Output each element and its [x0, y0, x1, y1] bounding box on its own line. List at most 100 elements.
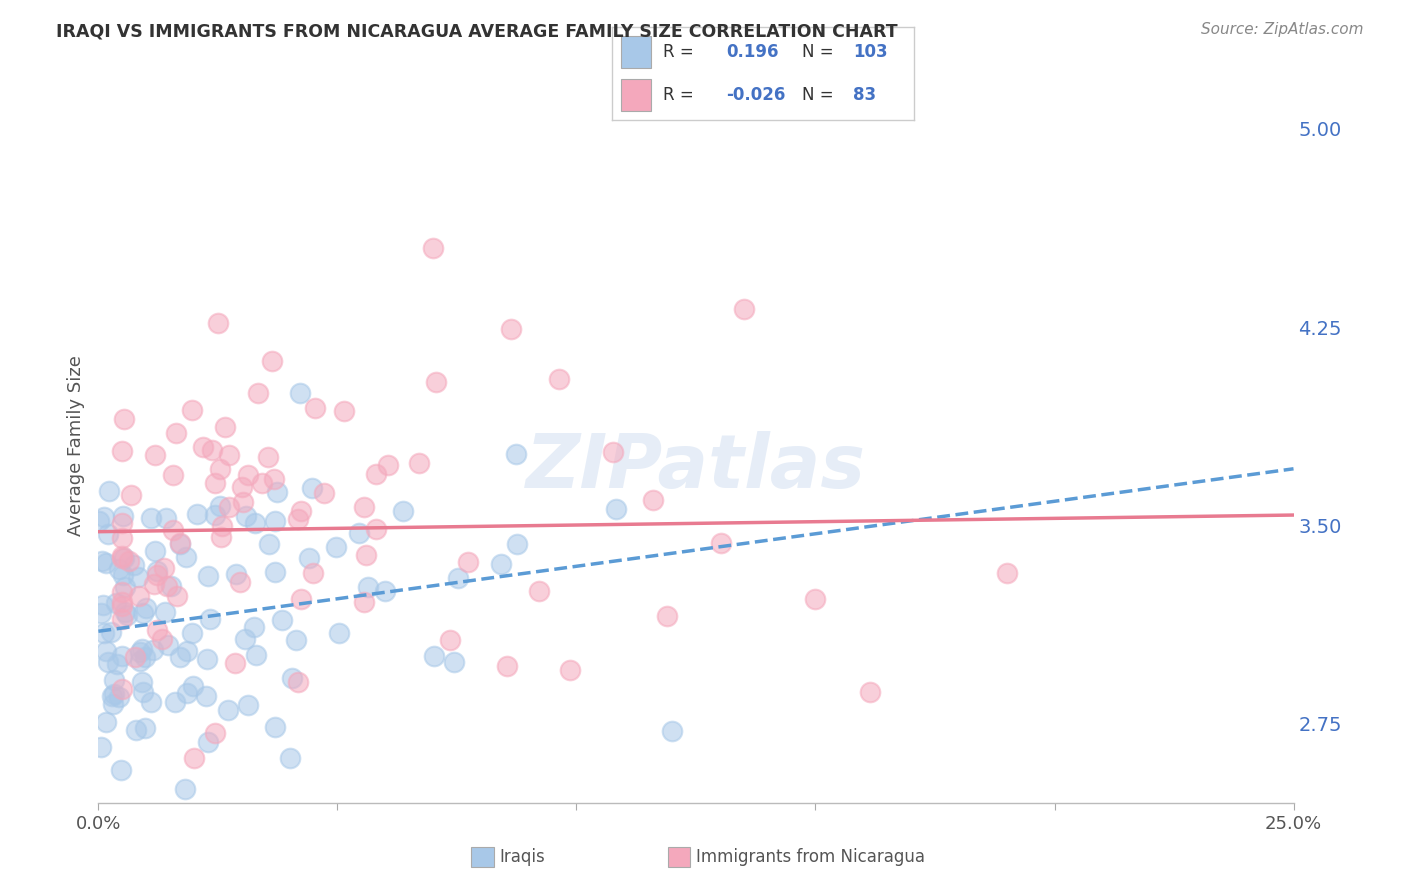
Point [290, 592, 312, 607]
Point [124, 649, 146, 664]
Point [236, 698, 259, 713]
Point [103, 687, 125, 701]
Point [114, 606, 136, 620]
Point [156, 579, 179, 593]
Point [204, 476, 226, 491]
Point [93, 625, 115, 640]
Point [107, 690, 129, 704]
Point [100, 625, 122, 640]
Point [333, 404, 356, 418]
Point [243, 620, 266, 634]
Point [225, 566, 247, 581]
Point [496, 659, 519, 673]
Point [120, 488, 142, 502]
Text: IRAQI VS IMMIGRANTS FROM NICARAGUA AVERAGE FAMILY SIZE CORRELATION CHART: IRAQI VS IMMIGRANTS FROM NICARAGUA AVERA… [56, 22, 898, 40]
Point [356, 580, 378, 594]
Point [174, 549, 197, 564]
Point [97, 527, 120, 541]
Point [287, 512, 309, 526]
Point [505, 447, 527, 461]
Point [201, 443, 224, 458]
Point [111, 649, 134, 664]
Point [160, 578, 183, 592]
Point [169, 537, 191, 551]
Point [301, 481, 323, 495]
Point [186, 507, 208, 521]
Bar [620, 79, 651, 111]
Point [661, 724, 683, 739]
Point [232, 495, 254, 509]
Point [153, 605, 176, 619]
Point [115, 608, 138, 623]
Point [90, 740, 112, 755]
Point [245, 648, 267, 662]
Point [111, 443, 134, 458]
Point [290, 503, 312, 517]
Point [101, 697, 124, 711]
Point [163, 695, 186, 709]
Point [181, 403, 204, 417]
Point [641, 492, 664, 507]
Point [94, 644, 117, 658]
Point [122, 558, 145, 573]
Point [118, 554, 141, 568]
Text: N =: N = [801, 43, 834, 61]
Point [111, 681, 134, 696]
Point [110, 763, 132, 777]
Point [169, 536, 191, 550]
Text: 0.196: 0.196 [727, 43, 779, 61]
Point [260, 354, 283, 368]
Point [263, 720, 285, 734]
Point [112, 412, 135, 426]
Y-axis label: Average Family Size: Average Family Size [66, 356, 84, 536]
Point [114, 550, 136, 565]
Point [302, 566, 325, 580]
Point [266, 484, 288, 499]
Point [366, 467, 388, 481]
Point [347, 526, 370, 541]
Point [183, 751, 205, 765]
Point [195, 651, 218, 665]
Point [96, 556, 118, 570]
Point [97, 656, 120, 670]
Point [995, 566, 1018, 580]
Point [181, 626, 204, 640]
Point [87, 514, 110, 528]
Point [422, 648, 444, 663]
Point [233, 632, 256, 646]
Point [176, 644, 198, 658]
Point [408, 456, 430, 470]
Point [733, 301, 755, 316]
Point [264, 514, 287, 528]
Point [111, 508, 134, 523]
Point [162, 523, 184, 537]
Point [111, 516, 134, 530]
Point [207, 316, 229, 330]
Point [107, 562, 129, 576]
Point [217, 703, 239, 717]
Point [425, 375, 447, 389]
Point [169, 649, 191, 664]
Point [443, 655, 465, 669]
Point [290, 385, 312, 400]
Point [499, 322, 522, 336]
Text: R =: R = [664, 43, 693, 61]
Point [91, 554, 114, 568]
Point [804, 592, 827, 607]
Point [98, 483, 121, 498]
Point [96, 714, 118, 729]
Point [134, 721, 156, 735]
Point [128, 645, 150, 659]
Point [353, 500, 375, 515]
Point [194, 689, 217, 703]
Point [243, 516, 266, 531]
Point [364, 522, 387, 536]
Point [356, 548, 378, 562]
Point [208, 499, 231, 513]
Point [259, 537, 281, 551]
Point [141, 511, 163, 525]
Text: Iraqis: Iraqis [499, 848, 546, 866]
Point [197, 734, 219, 748]
Point [101, 689, 124, 703]
Point [214, 420, 236, 434]
